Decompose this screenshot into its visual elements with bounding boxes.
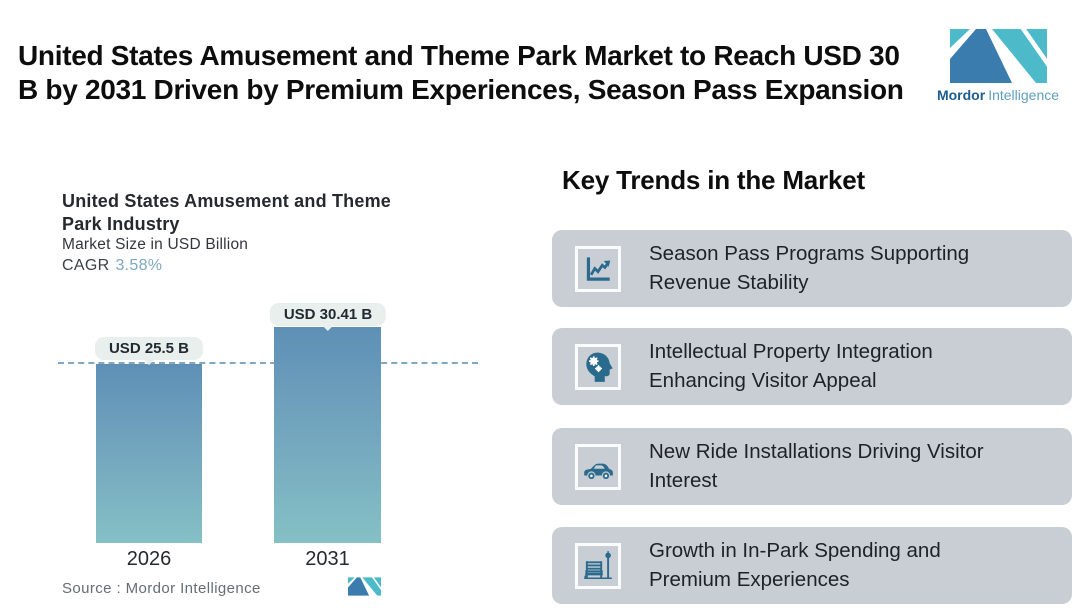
bar-value-label-2026: USD 25.5 B [94,337,204,360]
mordor-intelligence-logo-icon [949,29,1047,83]
brand-logo: Mordor Intelligence [936,29,1060,103]
line-chart-icon [575,245,621,292]
chart-cagr: CAGR 3.58% [62,257,162,275]
x-axis-label-2026: 2026 [126,548,172,570]
car-icon [575,443,621,490]
brand-name: Mordor Intelligence [936,87,1060,103]
chart-subtitle: Market Size in USD Billion [62,236,249,253]
trends-heading: Key Trends in the Market [562,165,865,195]
mini-brand-logo-icon [348,576,383,601]
trend-card-season-pass: Season Pass Programs Supporting Revenue … [552,230,1072,307]
brand-name-light: Intelligence [988,87,1060,103]
trend-card-new-rides: New Ride Installations Driving Visitor I… [552,428,1072,505]
trend-card-text: Intellectual Property Integration Enhanc… [649,339,933,392]
trend-card-text: New Ride Installations Driving Visitor I… [649,439,984,492]
trend-card-ip-integration: Intellectual Property Integration Enhanc… [552,328,1072,405]
trend-card-text: Season Pass Programs Supporting Revenue … [649,241,970,294]
head-gears-icon [575,343,621,390]
chart-title: United States Amusement and Theme Park I… [62,191,392,235]
trend-card-in-park-spending: Growth in In-Park Spending and Premium E… [552,527,1072,604]
brand-name-bold: Mordor [936,87,986,103]
park-bench-icon [575,542,621,589]
bar-2031 [274,327,381,543]
page-title: United States Amusement and Theme Park M… [18,40,904,106]
source-attribution: Source : Mordor Intelligence [62,580,261,597]
cagr-value: 3.58% [115,257,163,274]
reference-dashed-line [58,362,478,364]
bar-2026 [96,364,202,543]
bar-value-label-2031: USD 30.41 B [269,303,387,326]
trend-card-text: Growth in In-Park Spending and Premium E… [649,538,941,591]
cagr-label: CAGR [62,257,110,274]
x-axis-label-2031: 2031 [305,548,350,570]
